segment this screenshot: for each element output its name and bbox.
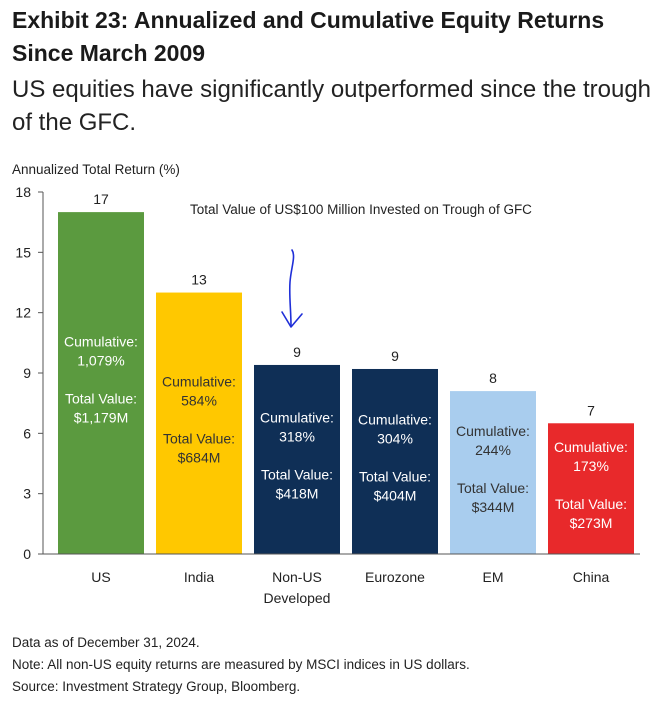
data-label: 7 [587,402,595,418]
cumulative-label: 304% [377,431,413,447]
x-tick-label: EM [483,569,504,585]
cumulative-label: 584% [181,392,217,408]
footer-source: Source: Investment Strategy Group, Bloom… [12,679,301,694]
data-label: 9 [391,348,399,364]
total-value-label: Total Value: [163,430,235,446]
total-value-label: $684M [178,449,221,465]
bar [548,423,634,554]
total-value-label: Total Value: [555,496,627,512]
x-tick-label: US [91,569,110,585]
data-label: 13 [191,272,207,288]
data-label: 9 [293,344,301,360]
bar [254,364,340,554]
arrow-shaft [288,249,295,327]
bar [58,212,144,554]
cumulative-label: 173% [573,458,609,474]
cumulative-label: Cumulative: [456,423,530,439]
x-tick-label: India [184,569,215,585]
total-value-label: Total Value: [457,480,529,496]
y-tick-label: 0 [23,546,31,562]
y-axis-label: Annualized Total Return (%) [12,162,180,177]
bar [450,391,536,554]
total-value-label: Total Value: [261,467,333,483]
chart-subtitle: US equities have significantly outperfor… [12,76,652,136]
total-value-label: Total Value: [65,390,137,406]
footer-notes: Data as of December 31, 2024. Note: All … [12,632,470,698]
total-value-label: Total Value: [359,469,431,485]
cumulative-label: Cumulative: [554,439,628,455]
y-tick-label: 18 [15,184,31,200]
chart-title: Exhibit 23: Annualized and Cumulative Eq… [12,7,605,66]
x-tick-label: China [573,569,610,585]
x-tick-label: Developed [264,590,331,606]
cumulative-label: 318% [279,429,315,445]
cumulative-label: Cumulative: [358,412,432,428]
arrow-head-icon [281,311,303,328]
data-label: 8 [489,370,497,386]
x-tick-label: Eurozone [365,569,425,585]
y-tick-label: 3 [23,486,31,502]
footer-note: Note: All non-US equity returns are meas… [12,657,470,672]
total-value-label: $273M [570,515,613,531]
cumulative-label: Cumulative: [162,373,236,389]
data-label: 17 [93,191,109,207]
y-tick-label: 15 [15,244,31,260]
total-value-label: $418M [276,486,319,502]
cumulative-label: Cumulative: [260,410,334,426]
chart-annotation: Total Value of US$100 Million Invested o… [190,202,532,217]
total-value-label: $404M [374,488,417,504]
x-tick-label: Non-US [272,569,322,585]
total-value-label: $1,179M [74,409,128,425]
cumulative-label: 244% [475,442,511,458]
total-value-label: $344M [472,499,515,515]
y-tick-label: 12 [15,305,31,321]
y-tick-label: 6 [23,425,31,441]
bar [352,368,438,554]
cumulative-label: Cumulative: [64,333,138,349]
bar [156,292,242,554]
cumulative-label: 1,079% [77,352,124,368]
footer-date: Data as of December 31, 2024. [12,635,200,650]
y-tick-label: 9 [23,365,31,381]
